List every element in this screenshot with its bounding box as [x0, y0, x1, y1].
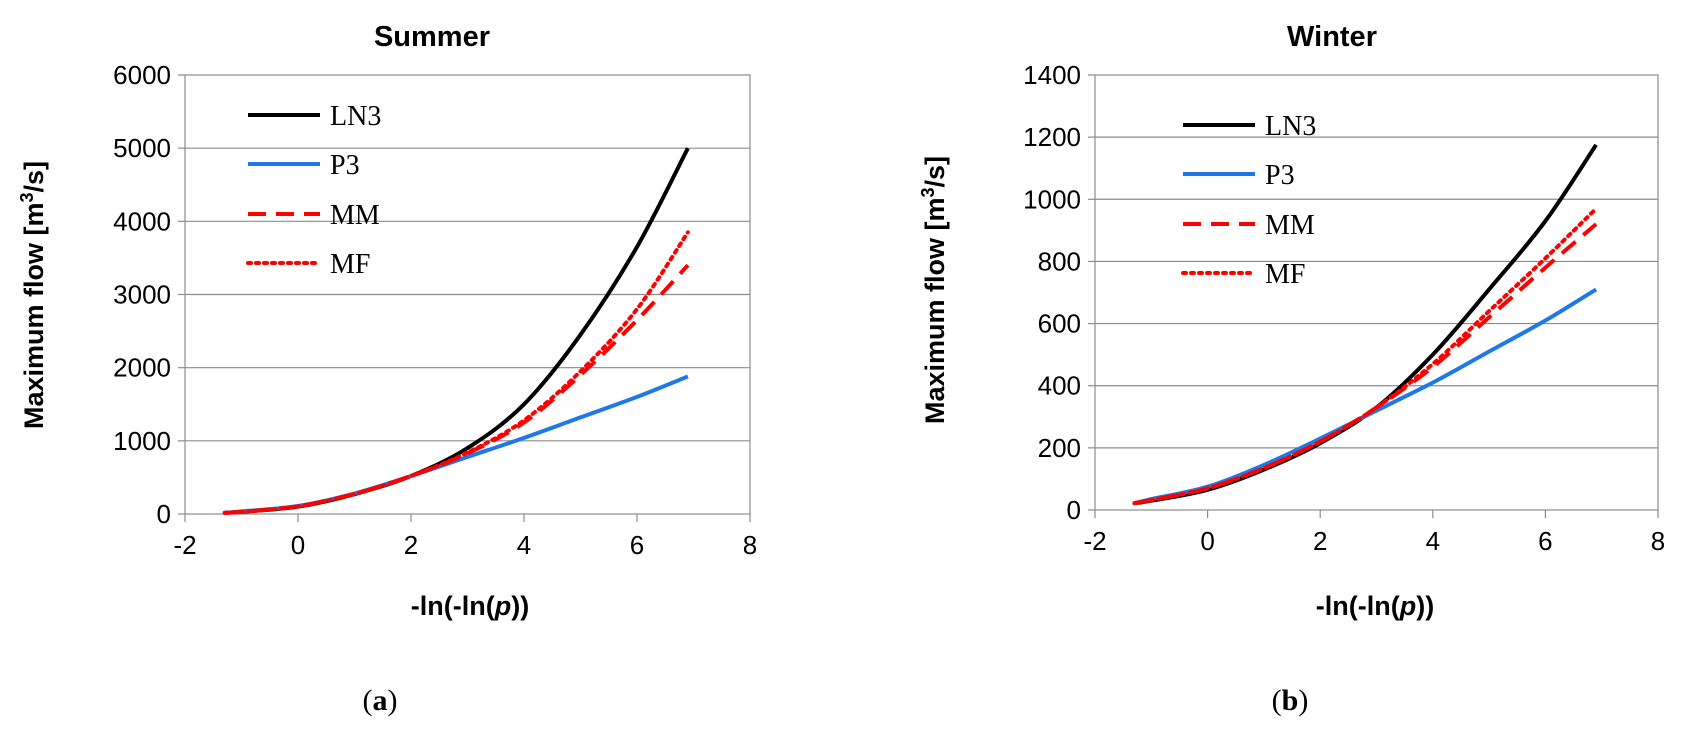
legend-label-mm: MM [330, 200, 380, 231]
y-tick-label: 4000 [113, 206, 171, 236]
x-tick-label: 2 [404, 530, 418, 560]
y-tick-label: 1400 [1023, 60, 1081, 90]
series-line-mf [1132, 206, 1599, 506]
y-axis-label: Maximum flow [m3/s] [17, 161, 49, 429]
x-axis-label: -ln(-ln(p)) [1316, 591, 1434, 621]
x-tick-label: -2 [173, 530, 196, 560]
legend-label-mf: MF [1265, 259, 1305, 290]
y-tick-label: 5000 [113, 133, 171, 163]
x-tick-label: 6 [1538, 526, 1552, 556]
y-tick-label: 2000 [113, 353, 171, 383]
y-tick-label: 1000 [113, 426, 171, 456]
series-line-mm [1133, 222, 1598, 506]
legend-label-ln3: LN3 [1265, 111, 1316, 142]
y-tick-label: 6000 [113, 60, 171, 90]
y-tick-label: 3000 [113, 280, 171, 310]
plot-area [1094, 74, 1659, 511]
legend: LN3 P3 MM MF [246, 101, 381, 280]
y-tick-label: 1200 [1023, 122, 1081, 152]
chart-title: Winter [1287, 21, 1377, 53]
x-tick-label: 4 [1426, 526, 1440, 556]
y-tick-label: 200 [1038, 433, 1081, 463]
x-tick-label: -2 [1083, 526, 1106, 556]
legend-label-ln3: LN3 [330, 101, 381, 132]
legend-label-mf: MF [330, 249, 370, 280]
x-tick-label: 2 [1313, 526, 1327, 556]
y-tick-label: 800 [1038, 246, 1081, 276]
series-line-p3 [1133, 287, 1598, 506]
y-tick-label: 400 [1038, 371, 1081, 401]
x-tick-label: 6 [630, 530, 644, 560]
y-tick-label: 600 [1038, 309, 1081, 339]
legend-label-p3: P3 [330, 150, 360, 181]
y-tick-label: 0 [1067, 495, 1081, 525]
legend-label-mm: MM [1265, 210, 1315, 241]
x-tick-label: 0 [1200, 526, 1214, 556]
chart-title: Summer [374, 21, 490, 53]
x-tick-label: 0 [291, 530, 305, 560]
legend-label-p3: P3 [1265, 160, 1295, 191]
panel-caption: (a) [363, 684, 398, 717]
legend: LN3 P3 MM MF [1181, 111, 1316, 290]
y-axis-label: Maximum flow [m3/s] [918, 156, 950, 424]
x-tick-label: 8 [1651, 526, 1665, 556]
y-tick-label: 0 [157, 499, 171, 529]
y-tick-label: 1000 [1023, 184, 1081, 214]
series-line-p3 [224, 374, 689, 515]
x-tick-label: 4 [517, 530, 531, 560]
panel-caption: (b) [1272, 684, 1309, 717]
series-line-mm [224, 263, 690, 515]
x-tick-label: 8 [743, 530, 757, 560]
series-line-mf [222, 230, 690, 515]
x-axis-label: -ln(-ln(p)) [411, 591, 529, 621]
